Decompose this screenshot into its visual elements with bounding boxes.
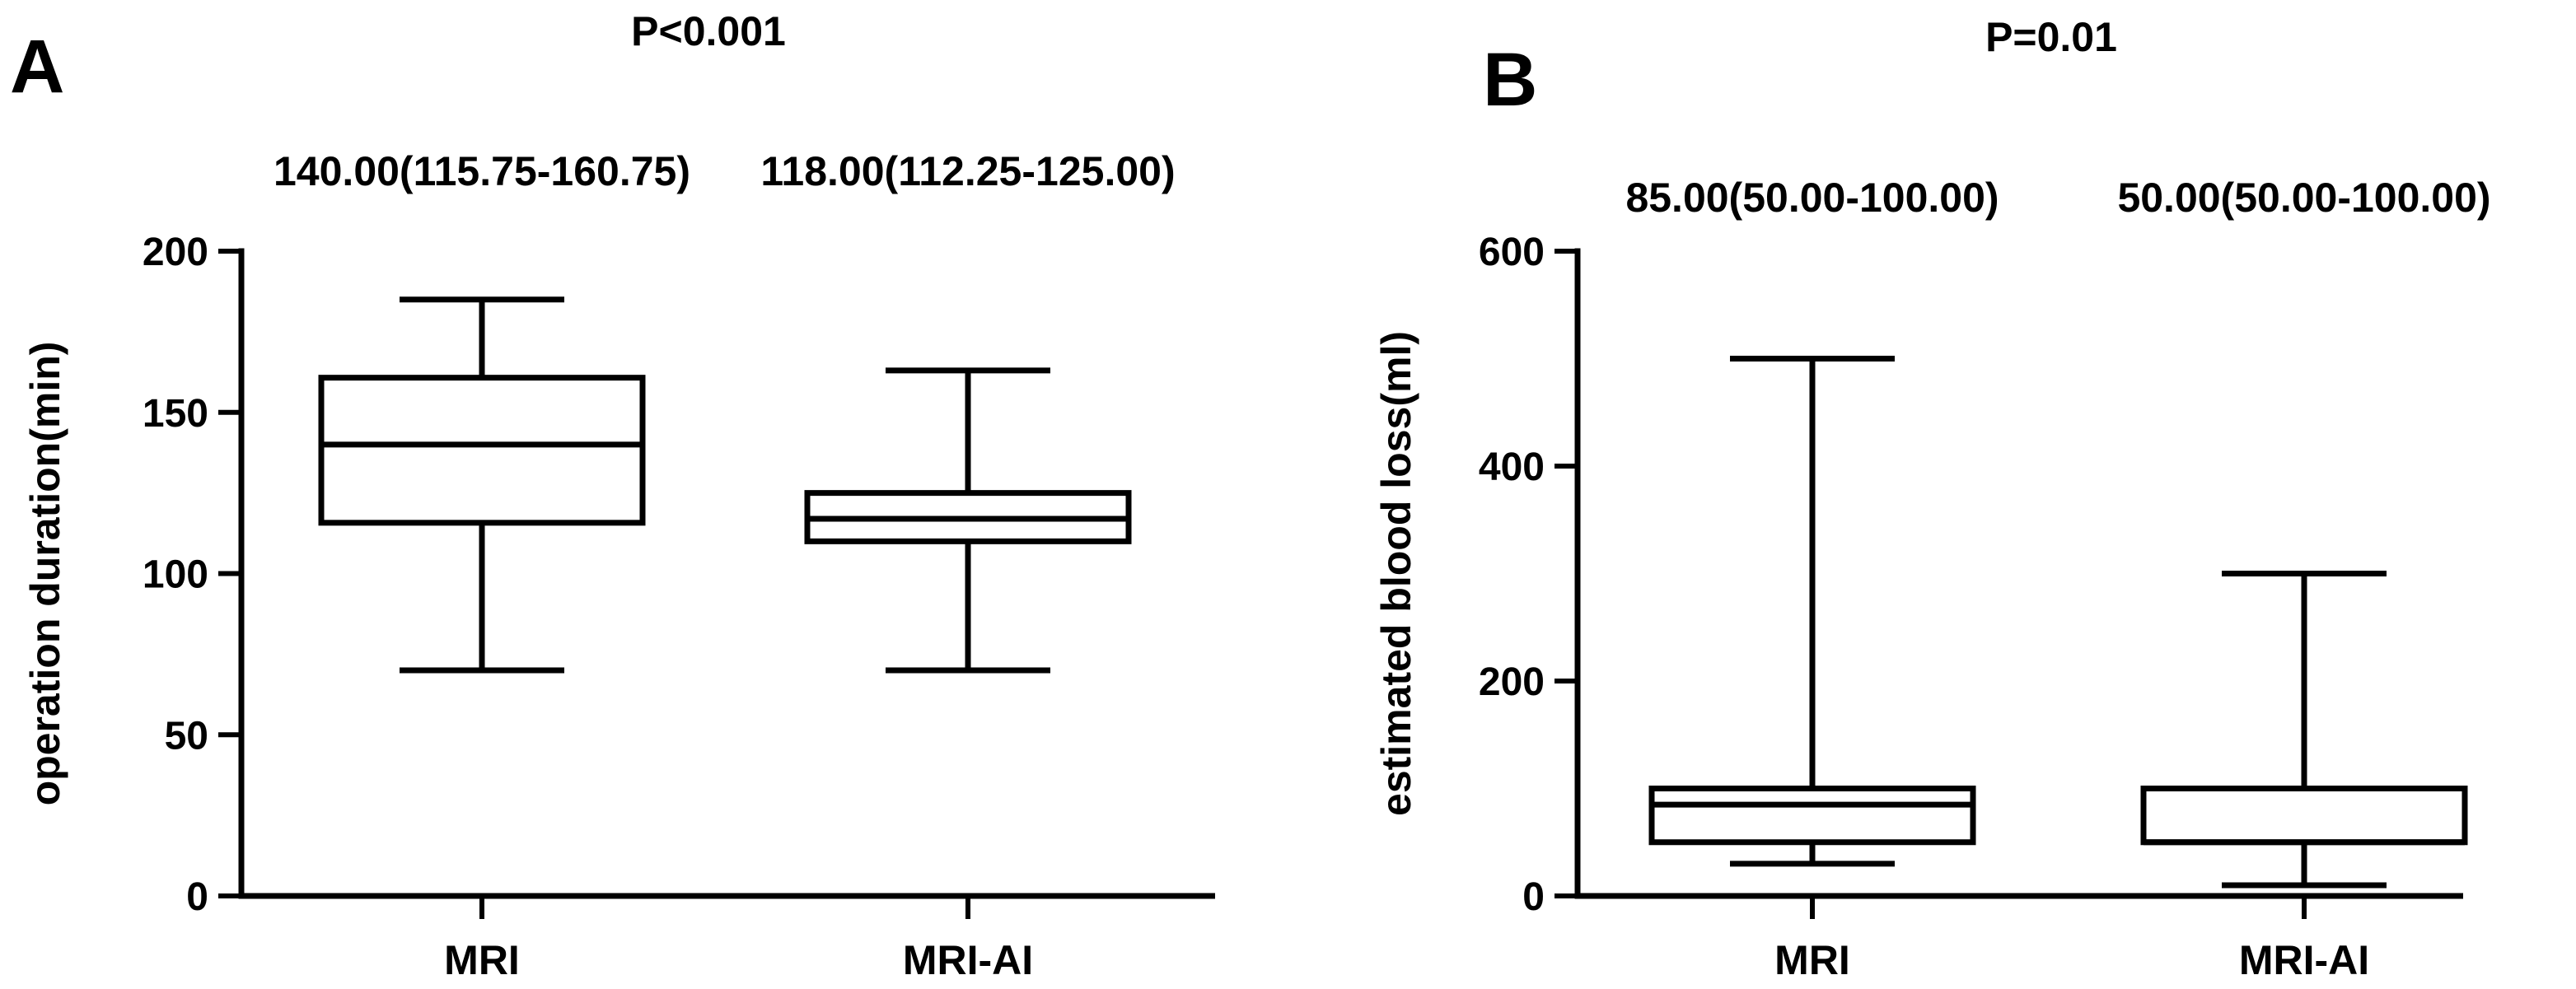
panel-b-y-axis-label: estimated blood loss(ml)	[1373, 331, 1419, 816]
box-iqr	[2140, 786, 2468, 846]
panel-b-category-label: MRI	[1774, 937, 1850, 983]
panel-b-y-tick-label: 600	[1479, 231, 1545, 274]
panel-b-y-tick-label: 200	[1479, 660, 1545, 704]
panel-a-y-tick-label: 50	[165, 714, 208, 758]
panel-a-y-tick-label: 100	[143, 553, 208, 597]
panel-a-category-label: MRI	[444, 937, 520, 983]
panel-b-box-2	[2140, 571, 2468, 889]
panel-b-letter: B	[1483, 38, 1537, 122]
panel-b-summary-2: 50.00(50.00-100.00)	[2117, 175, 2490, 221]
panel-a-box-1	[318, 296, 646, 674]
panel-a-y-tick-label: 0	[186, 875, 208, 919]
panel-b-category-label: MRI-AI	[2239, 937, 2369, 983]
panel-a-category-label: MRI-AI	[903, 937, 1033, 983]
box-iqr	[1648, 786, 1976, 846]
panel-a: A P<0.001 140.00(115.75-160.75) 118.00(112.…	[10, 8, 1215, 983]
panel-b-y-tick-label: 0	[1522, 875, 1545, 919]
panel-b-p-value: P=0.01	[1985, 14, 2117, 60]
panel-a-y-tick-label: 150	[143, 392, 208, 436]
panel-a-p-value: P<0.001	[631, 8, 786, 54]
panel-b: B P=0.01 85.00(50.00-100.00) 50.00(50.00-10…	[1373, 14, 2491, 983]
panel-a-letter: A	[10, 25, 64, 109]
panel-a-summary-2: 118.00(112.25-125.00)	[760, 148, 1175, 194]
panel-a-box-2	[804, 367, 1132, 674]
panel-a-y-axis-label: operation duration(min)	[22, 342, 68, 806]
panel-a-summary-1: 140.00(115.75-160.75)	[273, 148, 690, 194]
panel-b-y-tick-label: 400	[1479, 446, 1545, 489]
panel-b-box-1	[1648, 356, 1976, 867]
box-iqr	[318, 375, 646, 526]
panel-a-y-tick-label: 200	[143, 231, 208, 274]
panel-b-summary-1: 85.00(50.00-100.00)	[1625, 175, 1999, 221]
